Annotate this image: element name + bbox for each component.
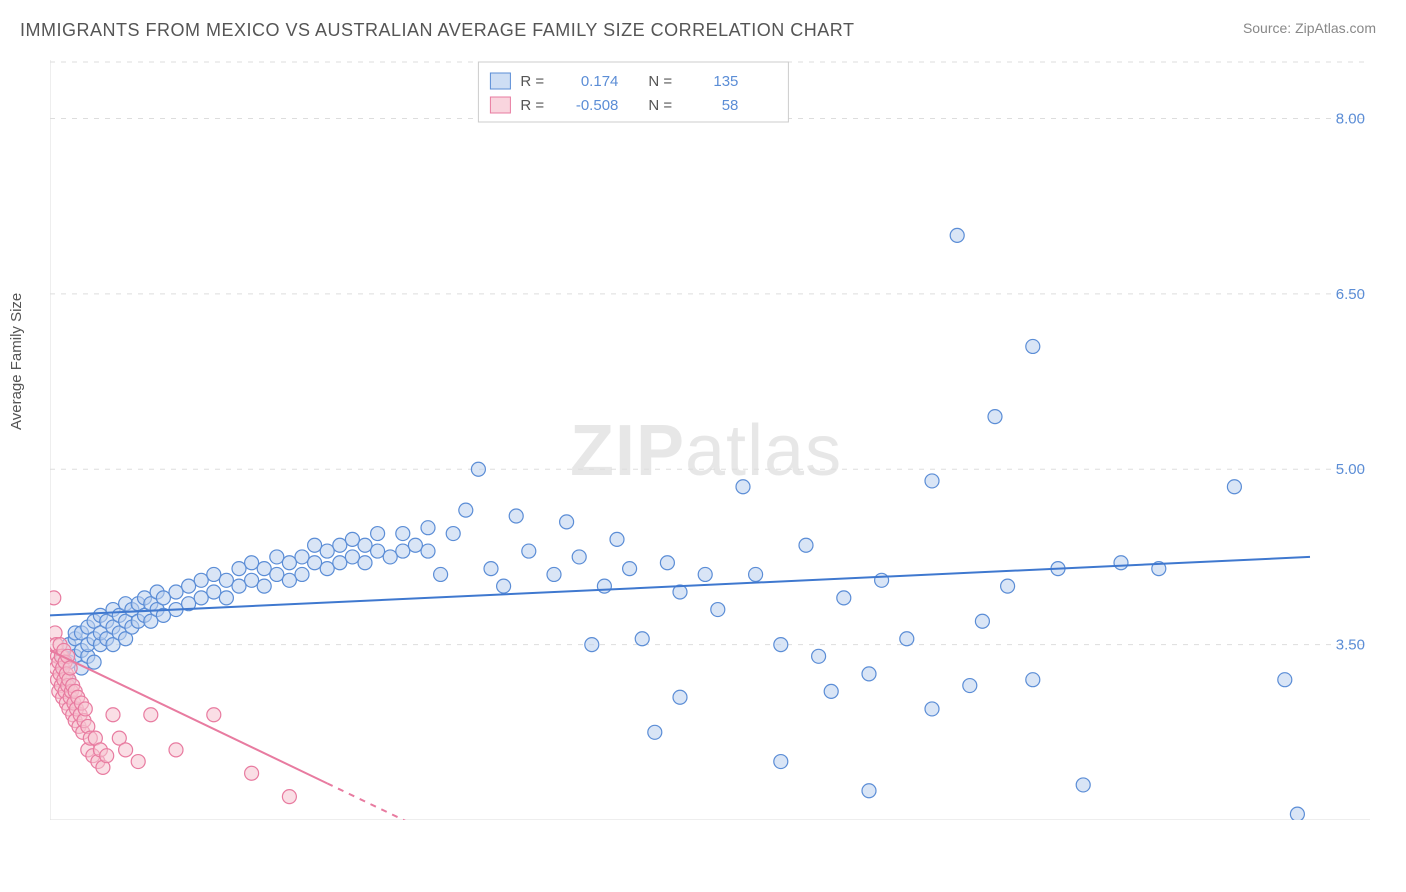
chart-title: IMMIGRANTS FROM MEXICO VS AUSTRALIAN AVE… [20,20,854,41]
svg-text:5.00: 5.00 [1336,461,1365,478]
svg-text:R =: R = [520,73,544,90]
source-attribution: Source: ZipAtlas.com [1243,20,1376,36]
svg-text:6.50: 6.50 [1336,286,1365,303]
source-link[interactable]: ZipAtlas.com [1295,20,1376,36]
svg-text:58: 58 [722,97,739,114]
svg-text:8.00: 8.00 [1336,110,1365,127]
y-axis-label: Average Family Size [8,293,25,430]
svg-text:N =: N = [648,73,672,90]
svg-text:3.50: 3.50 [1336,637,1365,654]
svg-text:0.174: 0.174 [581,73,619,90]
svg-text:N =: N = [648,97,672,114]
chart-plot-area: ZIPatlas 3.505.006.508.000.0%100.0%R =0.… [50,60,1370,820]
svg-text:135: 135 [713,73,738,90]
svg-text:-0.508: -0.508 [576,97,619,114]
svg-text:R =: R = [520,97,544,114]
source-label: Source: [1243,20,1295,36]
scatter-svg: 3.505.006.508.000.0%100.0%R =0.174N =135… [50,60,1370,820]
